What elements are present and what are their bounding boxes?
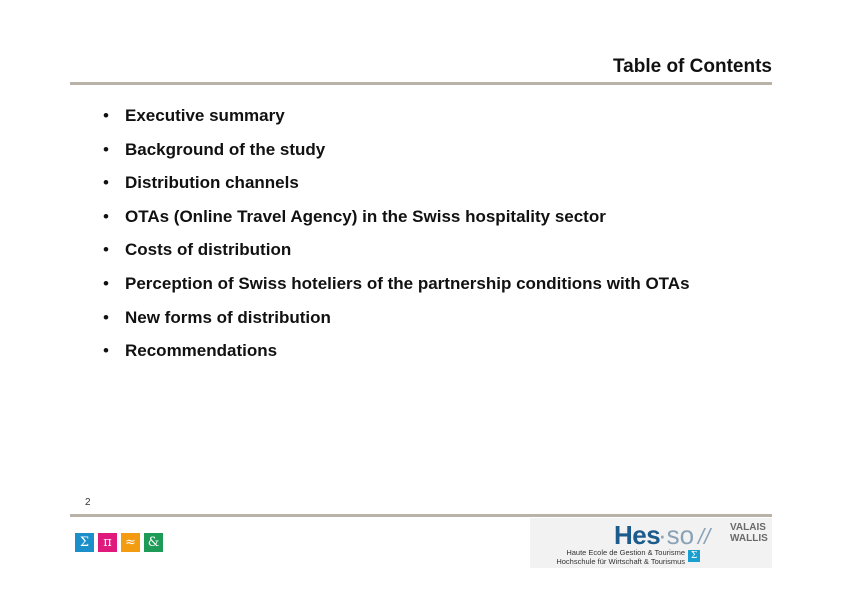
school-name-de: Hochschule für Wirtschaft & Tourismus [556, 557, 685, 566]
toc-item-label: OTAs (Online Travel Agency) in the Swiss… [125, 206, 606, 226]
bullet: • [103, 273, 109, 293]
approx-icon: ≈ [121, 533, 140, 552]
toc-item: • Recommendations [103, 340, 690, 374]
school-name-fr: Haute Ecole de Gestion & Tourisme [566, 548, 685, 557]
toc-item: • Background of the study [103, 139, 690, 173]
logo-sigma-icon: Σ [688, 550, 700, 562]
page-number: 2 [85, 497, 91, 508]
logo-wallis: WALLIS [730, 533, 768, 544]
toc-item: • Costs of distribution [103, 239, 690, 273]
footer-rule [70, 514, 772, 517]
toc-item: • Distribution channels [103, 172, 690, 206]
toc-item-label: Recommendations [125, 341, 278, 361]
slide-title: Table of Contents [612, 56, 772, 77]
sigma-icon: Σ [75, 533, 94, 552]
header-rule [70, 82, 772, 85]
logo-school-name: Haute Ecole de Gestion & Tourisme Hochsc… [550, 548, 685, 566]
ampersand-icon: & [144, 533, 163, 552]
toc-item: • Executive summary [103, 105, 690, 139]
bullet: • [103, 307, 109, 327]
logo-region: VALAIS WALLIS [730, 522, 768, 544]
bullet: • [103, 106, 109, 125]
toc-item-label: Distribution channels [125, 173, 299, 193]
toc-item: • New forms of distribution [103, 307, 690, 341]
logo-valais: VALAIS [730, 522, 766, 533]
bullet: • [103, 206, 109, 226]
logo-slashes: // [698, 524, 711, 549]
toc-item-label: Perception of Swiss hoteliers of the par… [125, 273, 690, 293]
toc-item: • OTAs (Online Travel Agency) in the Swis… [103, 206, 690, 240]
bullet: • [103, 341, 109, 361]
bullet: • [103, 173, 109, 193]
symbol-logos: Σ π ≈ & [75, 533, 163, 552]
logo-so-text: ·so [658, 520, 695, 550]
toc-item-label: New forms of distribution [125, 307, 331, 327]
pi-icon: π [98, 533, 117, 552]
bullet: • [103, 240, 109, 260]
toc-item-label: Executive summary [125, 106, 285, 125]
toc-item-label: Costs of distribution [125, 240, 292, 260]
table-of-contents: • Executive summary • Background of the st… [103, 105, 690, 374]
toc-item: • Perception of Swiss hoteliers of the pa… [103, 273, 690, 307]
logo-hes-text: Hes [614, 520, 661, 550]
toc-item-label: Background of the study [125, 139, 326, 159]
bullet: • [103, 139, 109, 159]
hes-so-logo: Hes ·so // VALAIS WALLIS Haute Ecole de … [530, 518, 772, 568]
